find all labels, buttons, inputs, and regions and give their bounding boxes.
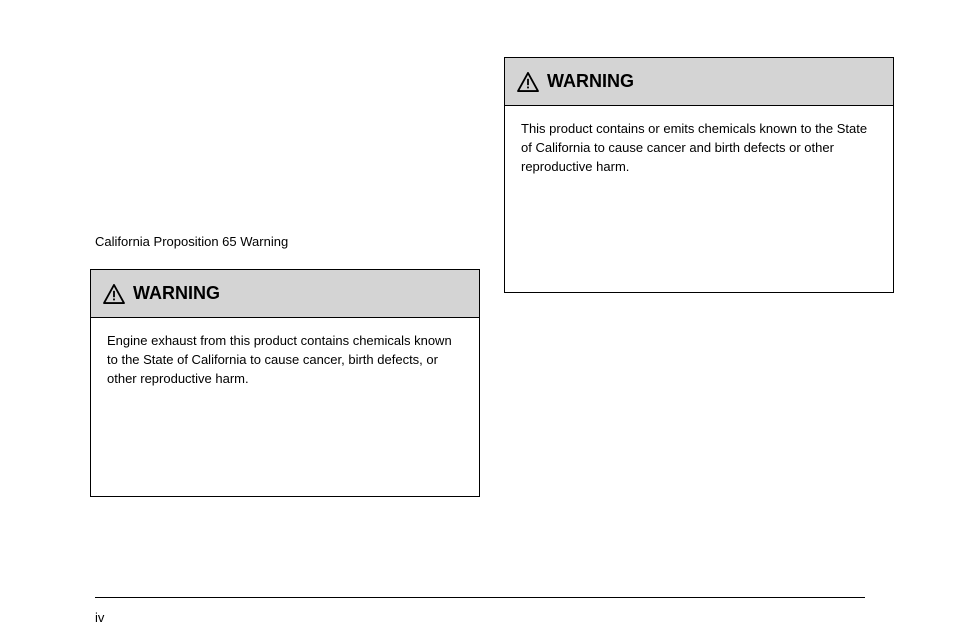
left-caution-text: Engine exhaust from this product contain… (107, 332, 463, 389)
left-caution-box: WARNING Engine exhaust from this product… (90, 269, 480, 497)
right-caution-label: WARNING (547, 71, 634, 92)
warning-triangle-icon (517, 72, 539, 92)
warning-triangle-icon (103, 284, 125, 304)
left-caution-header: WARNING (91, 270, 479, 318)
page-root: California Proposition 65 Warning WARNIN… (0, 0, 954, 636)
left-caution-label: WARNING (133, 283, 220, 304)
page-number: iv (95, 610, 104, 625)
right-caution-body: This product contains or emits chemicals… (505, 106, 893, 203)
footer-rule (95, 597, 865, 598)
left-intro-text: California Proposition 65 Warning (95, 232, 475, 252)
right-caution-text: This product contains or emits chemicals… (521, 120, 877, 177)
left-caution-body: Engine exhaust from this product contain… (91, 318, 479, 415)
right-caution-header: WARNING (505, 58, 893, 106)
right-caution-box: WARNING This product contains or emits c… (504, 57, 894, 293)
